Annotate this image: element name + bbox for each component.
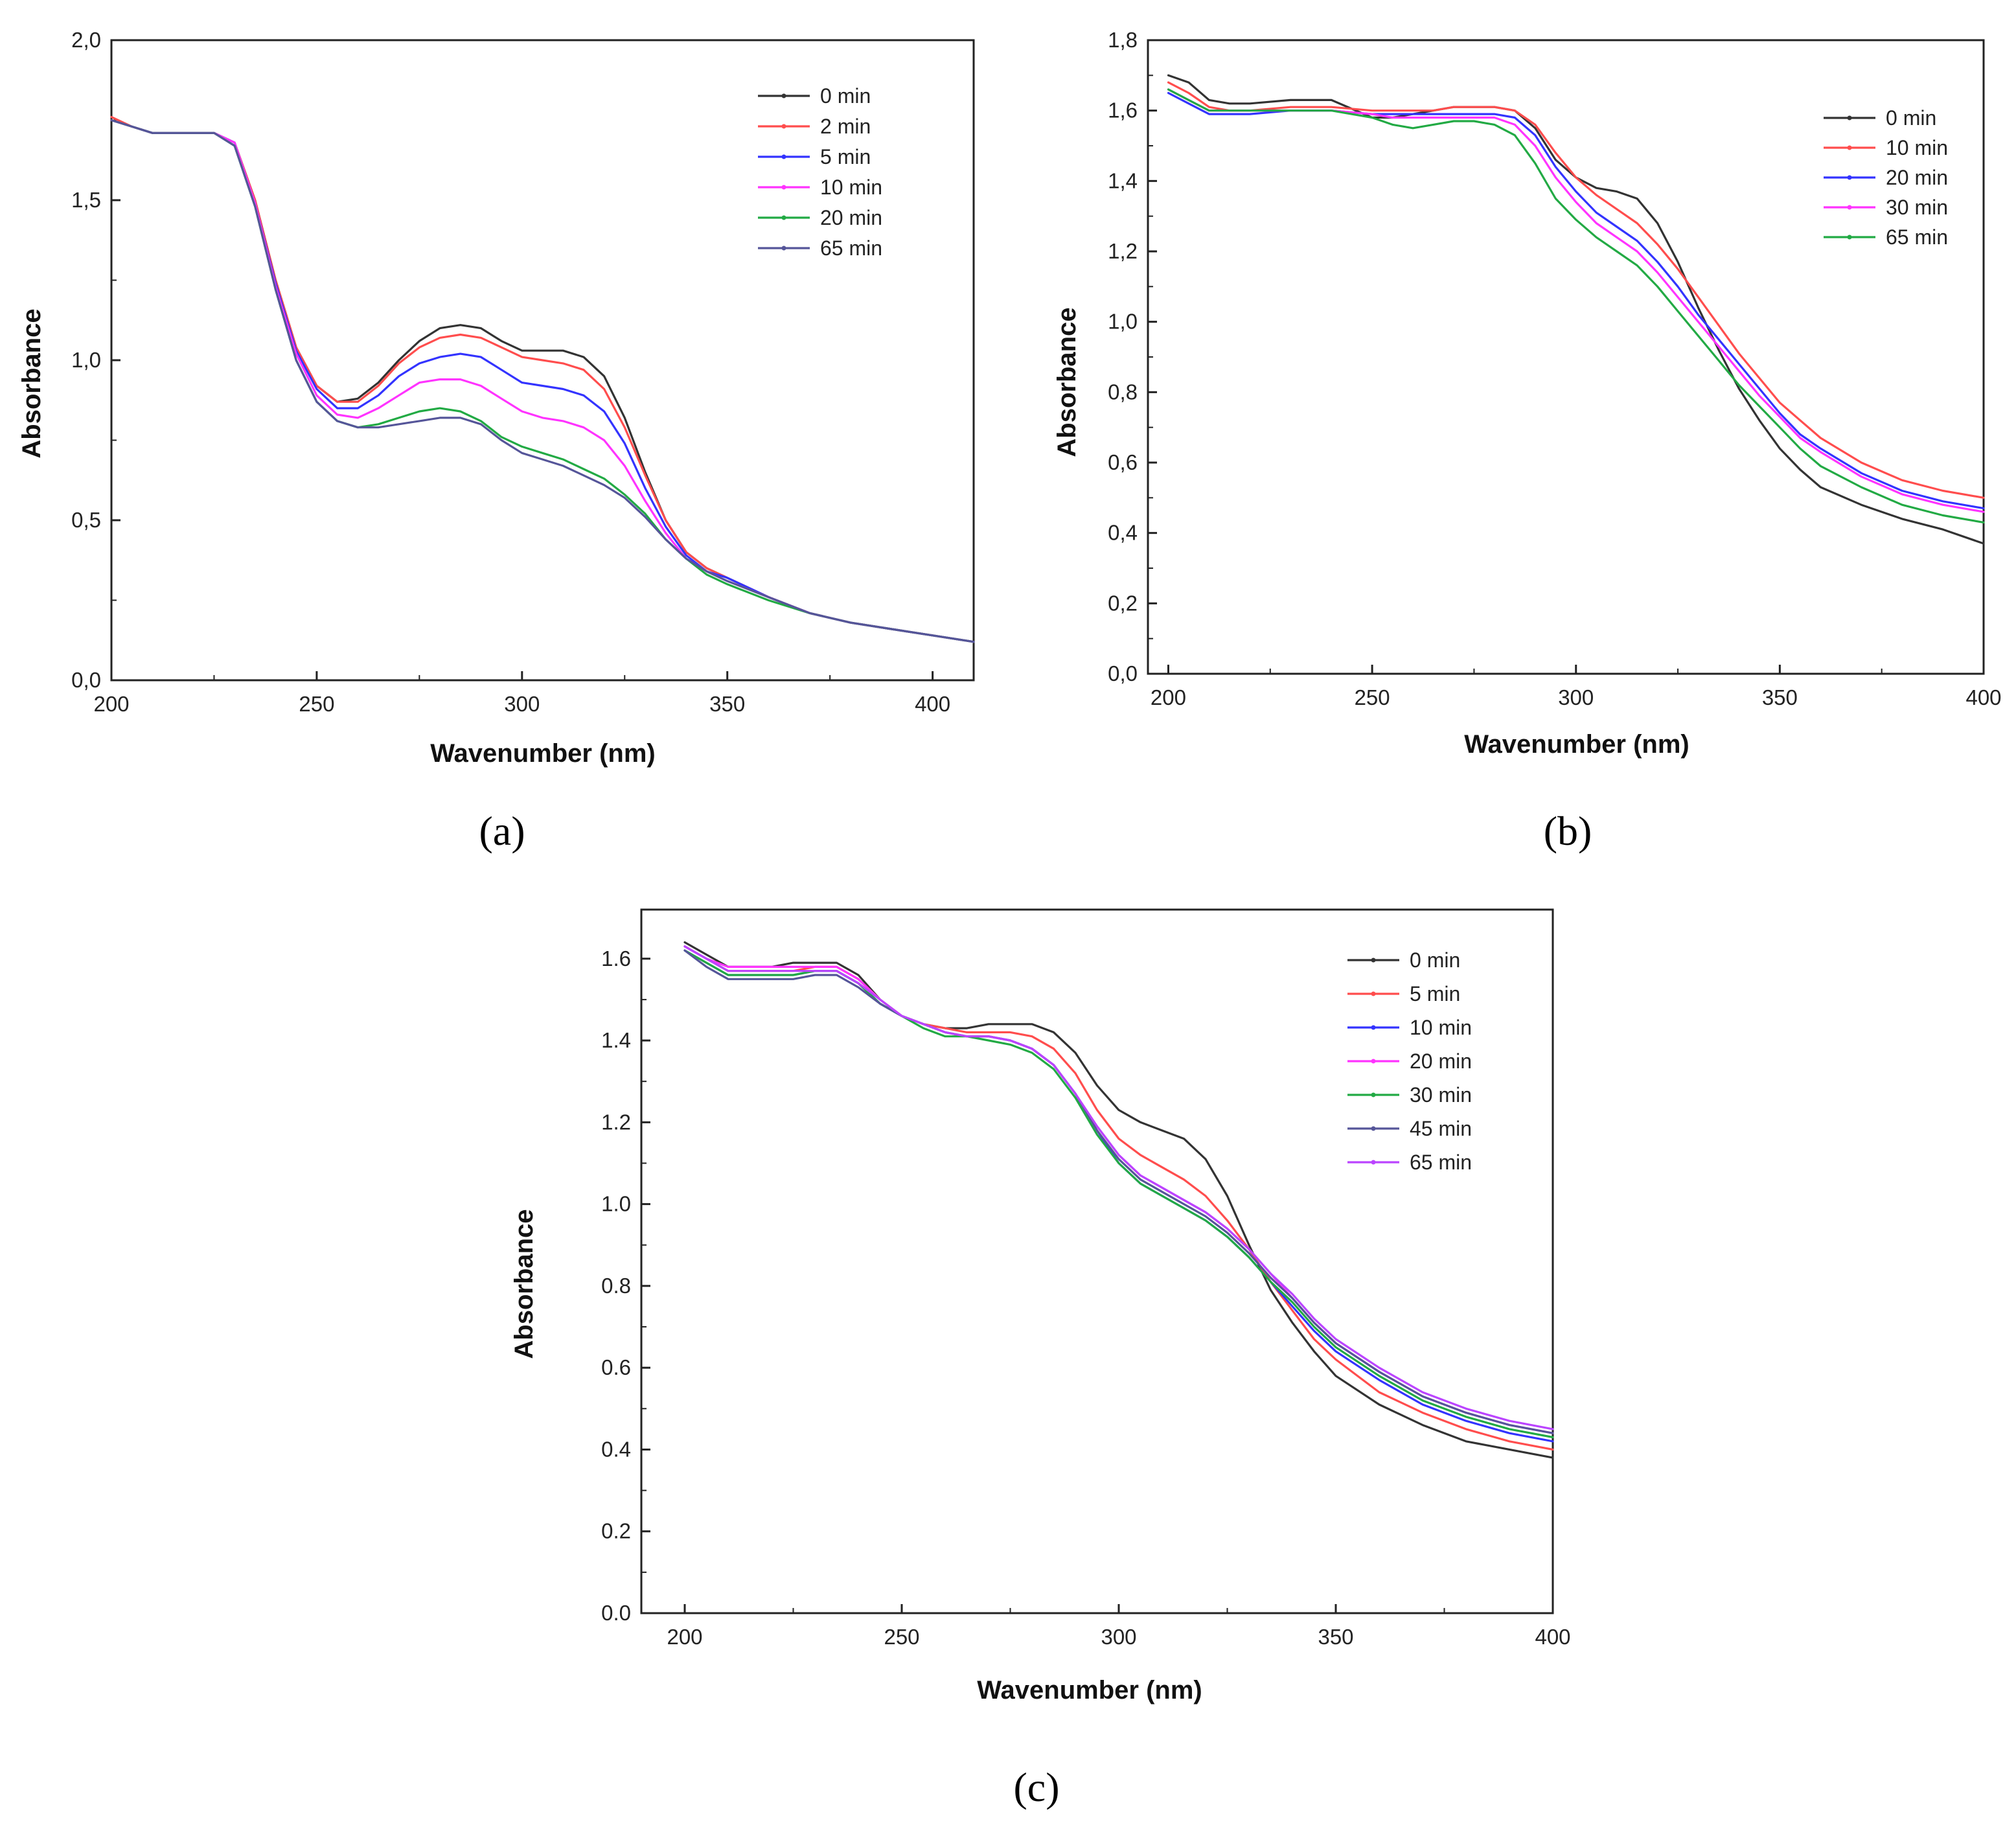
panel-b-y-tick-label: 1,6	[1108, 98, 1138, 122]
panel-b-caption: (b)	[1544, 808, 1592, 854]
panel-c-caption: (c)	[1013, 1764, 1059, 1810]
panel-a-y-tick-label: 0,0	[71, 668, 101, 692]
legend-marker	[1371, 1092, 1376, 1097]
panel-a-x-tick-label: 200	[93, 692, 129, 716]
legend-marker	[1371, 1025, 1376, 1030]
panel-b-series-10-min	[1167, 81, 1985, 499]
panel-b-ylabel: Absorbance	[1053, 307, 1081, 457]
legend-marker	[1371, 1059, 1376, 1064]
legend-marker	[1371, 1160, 1376, 1165]
legend-label: 10 min	[1886, 136, 1948, 159]
legend-label: 65 min	[820, 236, 882, 260]
panel-b-y-tick-label: 1,8	[1108, 28, 1138, 52]
legend-label: 30 min	[1410, 1083, 1472, 1107]
legend-label: 10 min	[1410, 1016, 1472, 1039]
legend-marker	[781, 215, 786, 220]
panel-c: Absorbance Wavenumber (nm) (c) 200 250 300…	[510, 908, 1571, 1810]
panel-b-y-tick-label: 0,0	[1108, 661, 1138, 685]
panel-b-x-tick-label: 300	[1558, 685, 1594, 709]
panel-c-y-tick-label: 1.0	[601, 1192, 631, 1216]
panel-c-x-tick-label: 200	[667, 1625, 702, 1649]
panel-b: Absorbance Wavenumber (nm) (b) 200 250 300…	[1053, 28, 2002, 854]
legend-label: 20 min	[1886, 166, 1948, 189]
legend-label: 0 min	[820, 84, 871, 108]
legend-label: 2 min	[820, 115, 871, 138]
legend-label: 20 min	[820, 206, 882, 229]
legend-marker	[1371, 958, 1376, 963]
panel-a-x-tick-label: 300	[504, 692, 540, 716]
panel-b-y-tick-label: 0,2	[1108, 591, 1138, 615]
panel-c-y-tick-label: 1.2	[601, 1110, 631, 1134]
panel-c-xlabel: Wavenumber (nm)	[977, 1676, 1202, 1704]
panel-b-y-tick-label: 0,4	[1108, 521, 1138, 545]
panel-a-x-tick-label: 400	[915, 692, 950, 716]
panel-b-series-65-min	[1167, 88, 1985, 524]
panel-a-xlabel: Wavenumber (nm)	[430, 739, 655, 768]
panel-c-x-tick-label: 400	[1535, 1625, 1570, 1649]
panel-c-series-0-min	[683, 941, 1554, 1459]
legend-label: 0 min	[1410, 948, 1460, 972]
panel-b-y-tick-label: 1,2	[1108, 239, 1138, 263]
panel-c-x-tick-label: 250	[884, 1625, 919, 1649]
panel-a-y-tick-label: 1,0	[71, 348, 101, 372]
legend-marker	[1847, 145, 1852, 150]
panel-b-x-tick-label: 400	[1965, 685, 2001, 709]
panel-a-y-tick-label: 2,0	[71, 28, 101, 52]
legend-marker	[1847, 175, 1852, 180]
panel-a: Absorbance Wavenumber (nm) (a) 200 250 300…	[17, 28, 975, 854]
legend-marker	[1847, 235, 1852, 240]
panel-a-x-tick-label: 250	[299, 692, 334, 716]
panel-c-y-tick-label: 0.8	[601, 1274, 631, 1298]
panel-c-x-tick-label: 350	[1318, 1625, 1353, 1649]
legend-marker	[1371, 991, 1376, 996]
legend-label: 0 min	[1886, 106, 1936, 130]
legend-label: 20 min	[1410, 1050, 1472, 1073]
panel-a-y-tick-label: 1,5	[71, 188, 101, 212]
panel-a-caption: (a)	[479, 808, 525, 854]
panel-b-y-tick-label: 1,0	[1108, 310, 1138, 334]
legend-marker	[1847, 115, 1852, 121]
panel-c-y-tick-label: 0.4	[601, 1437, 631, 1461]
legend-label: 45 min	[1410, 1117, 1472, 1140]
legend-marker	[1371, 1126, 1376, 1131]
legend-marker	[781, 246, 786, 251]
legend-label: 65 min	[1886, 225, 1948, 249]
panel-c-y-tick-label: 0.6	[601, 1355, 631, 1379]
panel-c-x-tick-label: 300	[1101, 1625, 1136, 1649]
panel-b-x-tick-label: 350	[1762, 685, 1798, 709]
legend-label: 10 min	[820, 176, 882, 199]
legend-label: 65 min	[1410, 1151, 1472, 1174]
panel-c-y-tick-label: 0.0	[601, 1601, 631, 1625]
legend-label: 5 min	[820, 145, 871, 168]
panel-b-y-tick-label: 0,6	[1108, 450, 1138, 474]
legend-marker	[781, 124, 786, 129]
legend-label: 5 min	[1410, 982, 1460, 1005]
panel-a-x-tick-label: 350	[709, 692, 745, 716]
panel-c-ylabel: Absorbance	[510, 1209, 538, 1359]
panel-a-series-65-min	[110, 119, 975, 643]
panel-b-y-tick-label: 0,8	[1108, 380, 1138, 404]
legend-marker	[781, 93, 786, 98]
panel-a-ylabel: Absorbance	[17, 308, 46, 458]
panel-b-x-tick-label: 250	[1355, 685, 1390, 709]
panel-b-y-tick-label: 1,4	[1108, 168, 1138, 192]
panel-c-y-tick-label: 1.6	[601, 947, 631, 970]
panel-c-frame	[640, 908, 1554, 1614]
legend-marker	[1847, 205, 1852, 210]
panel-c-y-tick-label: 1.4	[601, 1028, 631, 1052]
panel-b-xlabel: Wavenumber (nm)	[1464, 730, 1689, 759]
panel-b-series-0-min	[1167, 74, 1985, 545]
panel-c-y-tick-label: 0.2	[601, 1519, 631, 1543]
panel-c-series-65-min	[683, 945, 1554, 1430]
panel-a-y-tick-label: 0,5	[71, 508, 101, 532]
legend-marker	[781, 185, 786, 190]
panel-b-x-tick-label: 200	[1151, 685, 1186, 709]
legend-label: 30 min	[1886, 196, 1948, 219]
legend-marker	[781, 154, 786, 159]
